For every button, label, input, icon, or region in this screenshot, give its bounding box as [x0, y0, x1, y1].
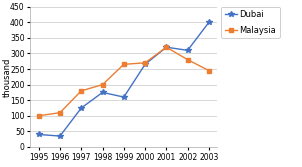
Line: Malaysia: Malaysia — [37, 45, 211, 118]
Malaysia — [58, 112, 62, 114]
Dubai — [101, 91, 104, 93]
Dubai — [122, 96, 126, 98]
Dubai — [165, 46, 168, 48]
Dubai — [79, 107, 83, 109]
Line: Dubai: Dubai — [36, 20, 212, 139]
Malaysia — [37, 115, 40, 117]
Malaysia — [122, 63, 126, 65]
Malaysia — [165, 46, 168, 48]
Malaysia — [101, 84, 104, 86]
Dubai — [186, 49, 189, 51]
Dubai — [37, 133, 40, 135]
Dubai — [207, 21, 211, 23]
Malaysia — [186, 59, 189, 61]
Y-axis label: thousand: thousand — [3, 57, 12, 97]
Malaysia — [207, 70, 211, 72]
Dubai — [143, 63, 147, 65]
Malaysia — [143, 62, 147, 64]
Legend: Dubai, Malaysia: Dubai, Malaysia — [221, 7, 280, 38]
Dubai — [58, 135, 62, 137]
Malaysia — [79, 90, 83, 92]
